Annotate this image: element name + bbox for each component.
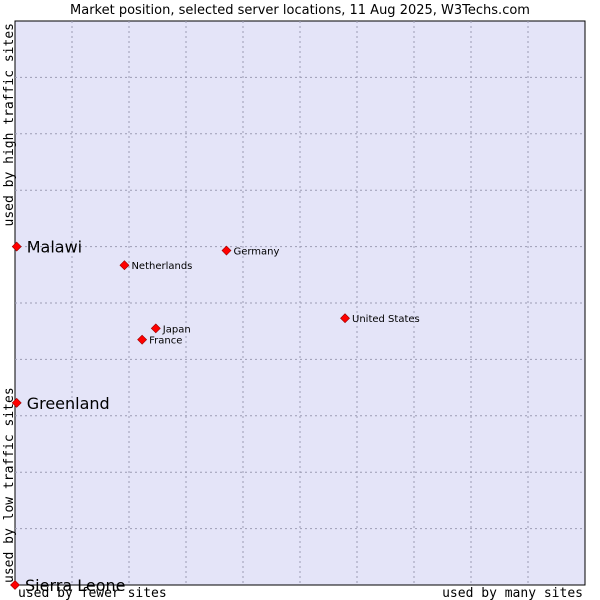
x-axis-label-left: used by fewer sites [18, 586, 167, 600]
data-point-greenland: Greenland [11, 394, 110, 413]
point-marker [11, 241, 22, 252]
x-axis-label-right: used by many sites [442, 586, 583, 600]
point-marker [221, 245, 232, 256]
data-point-united-states: United States [340, 313, 420, 325]
point-label: Japan [162, 324, 191, 335]
point-label: Netherlands [131, 261, 192, 272]
point-marker [150, 323, 161, 334]
data-point-sierra-leone: Sierra Leone [10, 576, 125, 595]
data-point-france: France [137, 334, 182, 347]
point-marker [340, 313, 350, 324]
point-label: United States [352, 314, 420, 325]
data-point-malawi: Malawi [11, 238, 82, 257]
point-label: Greenland [27, 394, 110, 413]
y-axis-label-top: used by high traffic sites [2, 23, 17, 227]
data-points: Malawi Greenland Sierra Leone Germany Nether… [10, 238, 420, 595]
point-label: Malawi [27, 238, 82, 257]
point-label: Germany [233, 247, 279, 258]
point-label: France [149, 336, 182, 347]
point-marker [137, 334, 148, 345]
point-marker [119, 260, 130, 271]
point-label: Sierra Leone [25, 576, 125, 595]
grid-lines [15, 21, 585, 585]
data-point-japan: Japan [150, 323, 191, 335]
data-point-germany: Germany [221, 245, 280, 258]
chart-title: Market position, selected server locatio… [70, 3, 530, 18]
data-point-netherlands: Netherlands [119, 260, 192, 272]
point-marker [11, 397, 22, 408]
point-marker [10, 580, 20, 590]
y-axis-label-bottom: used by low traffic sites [2, 387, 17, 583]
